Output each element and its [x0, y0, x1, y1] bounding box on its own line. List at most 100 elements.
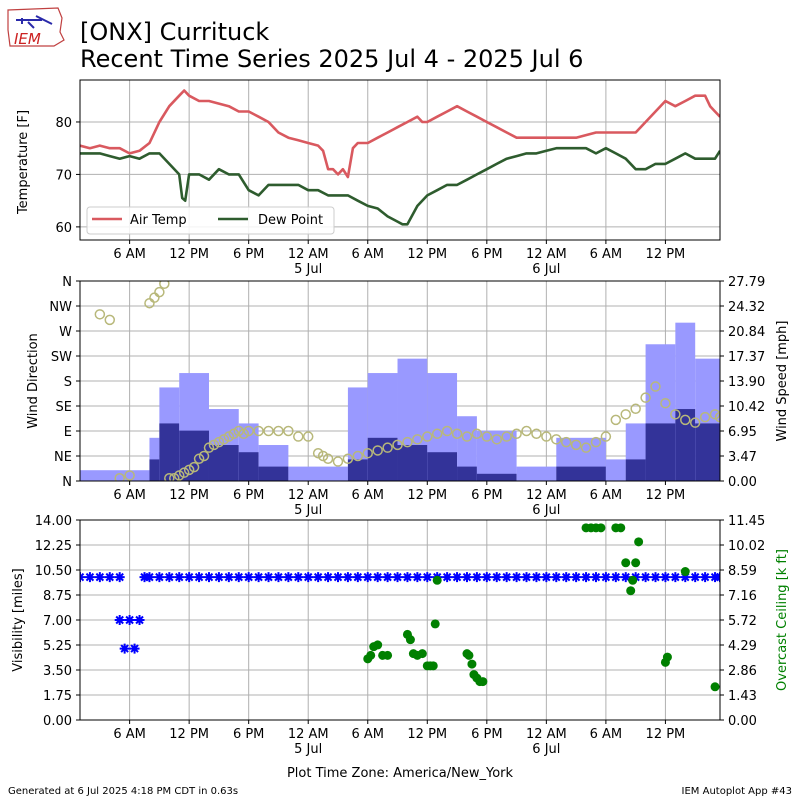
visibility-tick-label: 14.00 — [35, 514, 72, 529]
wind-direction-point — [154, 286, 165, 298]
x-tick-label: 12 AM — [526, 488, 567, 503]
wind-direction-point — [541, 431, 552, 442]
direction-tick-label: S — [64, 375, 72, 390]
wind-direction-point — [620, 409, 631, 420]
wind-direction-point — [104, 314, 116, 326]
ceiling-point — [366, 650, 376, 660]
visibility-point — [561, 572, 572, 583]
plot-frame — [79, 280, 721, 482]
visibility-point — [233, 572, 244, 583]
wind-speed-bar — [645, 423, 676, 481]
ceiling-point — [628, 575, 638, 585]
direction-tick-label: N — [62, 475, 72, 490]
visibility-point — [174, 572, 185, 583]
wind-direction-point — [640, 392, 651, 403]
x-tick-label: 6 PM — [471, 247, 502, 262]
wind-direction-point — [208, 439, 220, 451]
visibility-tick-label: 0.00 — [43, 714, 72, 729]
visibility-point — [203, 572, 214, 583]
direction-tick-label: SW — [51, 350, 72, 365]
wind-direction-point — [312, 447, 324, 459]
x-tick-label: 12 PM — [646, 247, 686, 262]
wind-speed-bar — [556, 466, 606, 481]
ceiling-point — [596, 523, 606, 533]
ceiling-tick-label: 0.00 — [728, 714, 757, 729]
wind-speed-bar — [208, 445, 239, 481]
wind-direction-point — [243, 425, 254, 437]
wind-direction-point — [94, 309, 106, 320]
speed-tick-label: 24.32 — [728, 300, 765, 315]
x-tick-label: 6 AM — [590, 488, 623, 503]
visibility-point — [600, 572, 611, 583]
wind-direction-point — [233, 425, 245, 437]
wind-speed-bar — [238, 452, 259, 481]
wind-gust-bar — [288, 466, 348, 481]
visibility-tick-label: 7.00 — [43, 614, 72, 629]
speed-tick-label: 17.37 — [728, 350, 765, 365]
wind-speed-bar — [258, 466, 289, 481]
ceiling-point — [464, 650, 474, 660]
visibility-point — [134, 615, 145, 625]
ceiling-point — [680, 567, 690, 577]
legend-label-air-temp: Air Temp — [130, 213, 187, 228]
wind-direction-point — [114, 472, 125, 481]
wind-direction-axis-label: Wind Direction — [26, 333, 41, 429]
visibility-point — [511, 572, 522, 583]
visibility-tick-label: 8.75 — [43, 589, 72, 604]
wind-speed-bar — [695, 423, 720, 481]
visibility-point — [129, 643, 140, 654]
plot-frame — [79, 519, 721, 721]
visibility-point — [452, 572, 463, 583]
ceiling-tick-label: 10.02 — [728, 539, 765, 554]
visibility-point — [104, 572, 115, 583]
x-tick-label: 6 AM — [113, 727, 146, 742]
wind-gust-bar — [605, 459, 626, 481]
visibility-point — [323, 572, 334, 583]
wind-direction-point — [412, 434, 423, 445]
ceiling-tick-label: 8.59 — [728, 564, 757, 579]
visibility-point — [263, 572, 274, 583]
visibility-point — [640, 572, 651, 583]
x-tick-label: 6 AM — [590, 727, 623, 742]
ceiling-point — [467, 659, 477, 669]
visibility-point — [690, 572, 701, 583]
visibility-tick-label: 3.50 — [43, 664, 72, 679]
ceiling-tick-label: 11.45 — [728, 514, 765, 529]
x-tick-label: 6 PM — [471, 488, 502, 503]
visibility-point — [303, 572, 314, 583]
ceiling-point — [417, 649, 427, 659]
wind-direction-point — [183, 464, 195, 476]
legend-label-dew-point: Dew Point — [258, 213, 323, 228]
x-tick-label: 12 PM — [646, 488, 686, 503]
wind-speed-bar — [397, 445, 428, 481]
visibility-point — [114, 572, 125, 583]
wind-gust-bar — [80, 470, 150, 481]
ceiling-point — [478, 677, 488, 687]
wind-direction-point — [203, 442, 215, 453]
visibility-point — [352, 572, 363, 583]
y-tick-label: 60 — [55, 221, 72, 236]
wind-direction-point — [218, 434, 230, 445]
ceiling-tick-label: 4.29 — [728, 639, 757, 654]
wind-direction-point — [342, 453, 354, 465]
wind-direction-point — [149, 292, 160, 303]
ceiling-point — [430, 619, 440, 629]
direction-tick-label: W — [59, 325, 72, 340]
wind-direction-point — [531, 428, 542, 440]
wind-direction-point — [124, 470, 135, 481]
visibility-point — [581, 572, 592, 583]
wind-direction-point — [382, 442, 393, 453]
visibility-tick-label: 1.75 — [43, 689, 72, 704]
wind-direction-point — [392, 439, 403, 451]
wind-direction-point — [630, 403, 641, 415]
plot-frame — [79, 79, 721, 241]
visibility-point — [392, 572, 403, 583]
visibility-point — [650, 572, 661, 583]
wind-panel: N NE E SE S SW W NW N 0.00 3.47 6.95 10.42 13.90 17.37… — [49, 275, 765, 518]
x-tick-label: 12 AM — [526, 247, 567, 262]
wind-speed-bar — [457, 466, 477, 481]
visibility-point — [293, 572, 304, 583]
ceiling-point — [432, 575, 442, 585]
x-tick-label: 6 AM — [113, 488, 146, 503]
speed-tick-label: 13.90 — [728, 375, 765, 390]
